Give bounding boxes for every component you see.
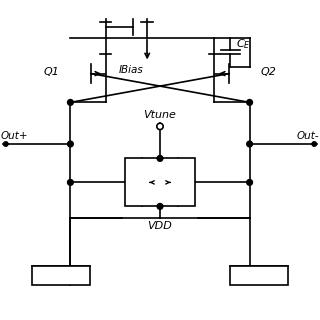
Bar <box>125 158 195 206</box>
Text: Vtune: Vtune <box>144 110 176 120</box>
Circle shape <box>68 180 73 185</box>
Circle shape <box>68 141 73 147</box>
Circle shape <box>68 100 73 105</box>
Text: IBias: IBias <box>119 65 143 75</box>
Circle shape <box>157 156 163 161</box>
Bar <box>32 266 90 285</box>
Circle shape <box>247 141 252 147</box>
Bar <box>230 266 288 285</box>
Text: Q2: Q2 <box>261 67 277 77</box>
Circle shape <box>247 180 252 185</box>
Text: Out-: Out- <box>297 132 319 141</box>
Circle shape <box>312 142 316 146</box>
Text: $C_{E}$: $C_{E}$ <box>236 37 251 51</box>
Text: VDD: VDD <box>148 221 172 231</box>
Circle shape <box>157 204 163 209</box>
Circle shape <box>4 142 8 146</box>
Text: Q1: Q1 <box>43 67 59 77</box>
Circle shape <box>247 100 252 105</box>
Circle shape <box>157 123 163 130</box>
Text: Out+: Out+ <box>1 132 28 141</box>
